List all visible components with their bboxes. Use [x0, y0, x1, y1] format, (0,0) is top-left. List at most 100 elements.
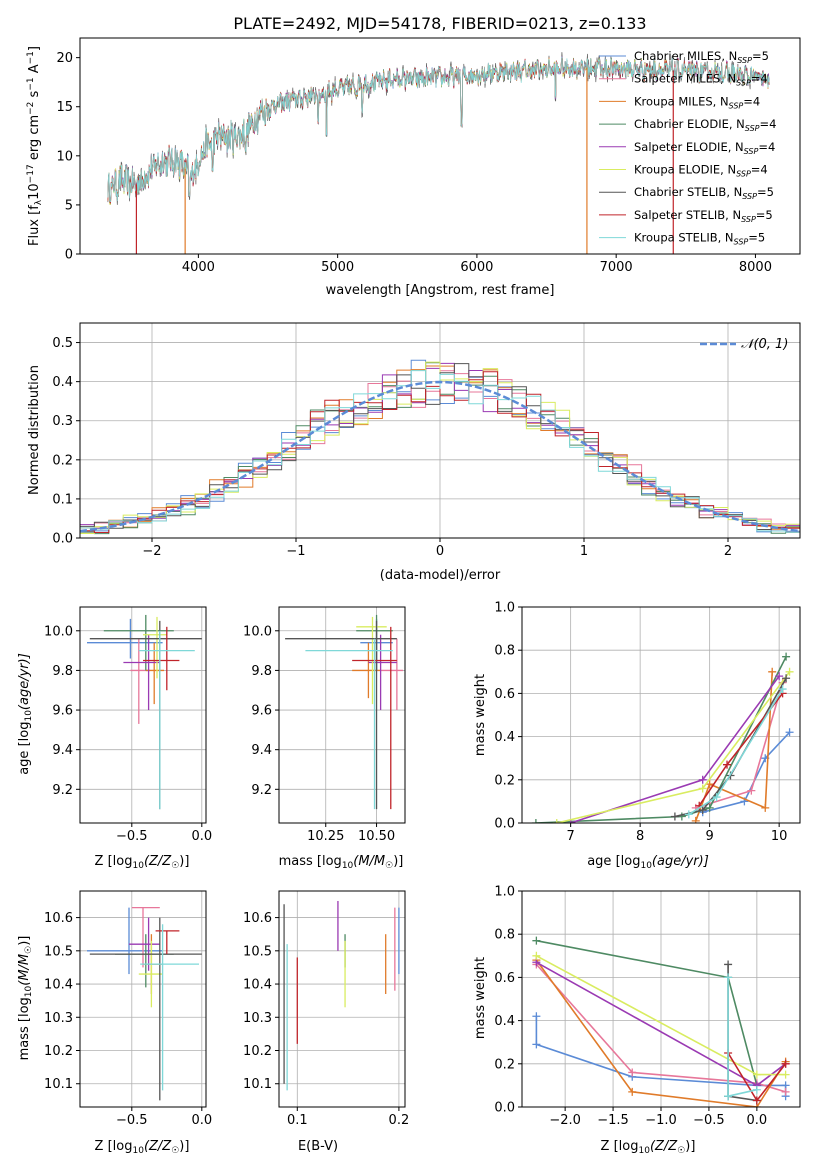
x-tick-label: 0.0: [191, 829, 212, 844]
legend-entry: Chabrier ELODIE, NSSP=4: [634, 117, 776, 133]
mass-weight-marker: [532, 1040, 541, 1049]
y-tick-label: 10.1: [44, 1077, 73, 1092]
mass-ylabel: mass [log10(M/M☉)]: [17, 936, 34, 1061]
age-vs-mass-panel: 10.25 10.50 9.2 9.4 9.6 9.8 10.0: [243, 606, 406, 844]
mass-weight-marker: [691, 816, 700, 823]
mass-weight-line: [535, 959, 787, 1107]
x-tick-label: 1: [580, 544, 588, 559]
legend-label: Chabrier MILES, N: [634, 49, 737, 63]
mass-weight-marker: [781, 1087, 790, 1096]
legend-label: Chabrier ELODIE, N: [634, 117, 745, 131]
y-tick-label: 10.5: [243, 944, 272, 959]
mass-weight-marker: [747, 786, 756, 795]
spectrum-panel: 4000 5000 6000 7000 8000 0 5 10 15 20: [56, 37, 801, 275]
x-tick-label: 9: [706, 829, 714, 844]
mass-weight-marker: [782, 674, 791, 683]
spectrum-xlabel: wavelength [Angstrom, rest frame]: [326, 283, 555, 298]
plot-area: [285, 614, 403, 810]
x-tick-label: 7: [567, 829, 575, 844]
y-tick-label: 10.3: [44, 1011, 73, 1026]
y-tick-label: 9.2: [52, 783, 73, 798]
mass-weight-marker: [698, 806, 707, 815]
mass-weight-marker: [532, 1012, 541, 1021]
axes-frame: [79, 322, 801, 539]
spectrum-title: PLATE=2492, MJD=54178, FIBERID=0213, z=0…: [233, 14, 646, 33]
y-tick-label: 9.4: [251, 743, 272, 758]
legend-sub: SSP: [734, 238, 749, 247]
legend-entry: Salpeter ELODIE, NSSP=4: [634, 140, 775, 156]
y-tick-label: 20: [56, 51, 73, 66]
y-tick-label: 10.2: [243, 1044, 272, 1059]
plot-area: [87, 906, 202, 1101]
residual-histogram-panel: −2 −1 0 1 2 0.0 0.1 0.2 0.3 0.4 0.5: [52, 322, 801, 559]
age-mass-xlabel: mass [log10(M/M☉)]: [279, 854, 404, 871]
mass-weight-marker: [775, 672, 784, 681]
y-tick-label: 10.0: [243, 624, 272, 639]
x-tick-label: 7000: [600, 260, 633, 275]
mass-weight-vs-age-panel: 7 8 9 10 0.0 0.2 0.4 0.6 0.8 1.0: [494, 601, 801, 844]
mass-weight-marker: [782, 652, 791, 661]
y-tick-label: 10: [56, 149, 73, 164]
legend-sub: SSP: [745, 124, 760, 133]
y-tick-label: 9.8: [52, 664, 73, 679]
y-tick-label: 0.4: [494, 1014, 515, 1029]
x-tick-label: 0.0: [191, 1113, 212, 1128]
legend-sub: SSP: [736, 79, 751, 88]
y-tick-label: 10.1: [243, 1077, 272, 1092]
x-tick-label: 10.25: [307, 829, 344, 844]
y-tick-label: 15: [56, 100, 73, 115]
y-tick-label: 5: [65, 198, 73, 213]
legend-sub: SSP: [741, 215, 756, 224]
y-tick-label: 0.2: [494, 1057, 515, 1072]
x-tick-label: −1: [286, 544, 305, 559]
axes-frame: [278, 606, 406, 824]
x-tick-label: −2.0: [549, 1113, 581, 1128]
mass-weight-marker: [677, 812, 686, 821]
legend-suffix: =5: [756, 208, 773, 222]
axes-frame: [79, 890, 207, 1108]
mass-weight-marker: [785, 728, 794, 737]
spectrum-ylabel: Flux [fλ10−17 erg cm−2 s−1 A−1]: [26, 46, 44, 246]
age-z-xlabel: Z [log10(Z/Z☉)]: [95, 854, 190, 871]
histogram-xlabel: (data-model)/error: [380, 568, 501, 583]
mass-vs-metallicity-panel: −0.5 0.0 10.1 10.2 10.3 10.4 10.5 10.6: [44, 890, 212, 1128]
mass-weight-marker: [778, 685, 787, 694]
spectrum-line: [107, 56, 770, 203]
y-tick-label: 9.2: [251, 783, 272, 798]
x-tick-label: −1.0: [645, 1113, 677, 1128]
y-tick-label: 9.8: [251, 664, 272, 679]
legend-label: Kroupa MILES, N: [634, 94, 729, 108]
mass-weight-marker: [752, 1096, 761, 1105]
legend-sub: SSP: [737, 56, 752, 65]
y-tick-label: 0.8: [494, 928, 515, 943]
y-tick-label: 9.6: [251, 704, 272, 719]
y-tick-label: 10.5: [44, 944, 73, 959]
legend-entry: Salpeter MILES, NSSP=4: [634, 72, 768, 88]
legend-entry: Kroupa STELIB, NSSP=5: [634, 231, 765, 247]
x-tick-label: 0.1: [287, 1113, 308, 1128]
legend-label: Kroupa ELODIE, N: [634, 163, 736, 177]
x-tick-label: 2: [724, 544, 732, 559]
x-tick-label: −1.5: [597, 1113, 629, 1128]
mass-vs-reddening-panel: 0.1 0.2 10.1 10.2 10.3 10.4 10.5 10.6: [243, 890, 409, 1128]
axes-frame: [79, 37, 801, 255]
legend-sub: SSP: [729, 101, 744, 110]
x-tick-label: 8: [636, 829, 644, 844]
x-tick-label: 10.50: [358, 829, 395, 844]
mass-weight-marker: [761, 803, 770, 812]
y-tick-label: 10.6: [243, 911, 272, 926]
age-ylabel: age [log10(age/yr)]: [17, 653, 34, 775]
y-tick-label: 10.0: [44, 624, 73, 639]
y-tick-label: 10.4: [243, 978, 272, 993]
axes-frame: [521, 890, 801, 1108]
mass-weight-marker: [752, 1070, 761, 1079]
age-vs-metallicity-panel: −0.5 0.0 9.2 9.4 9.6 9.8 10.0: [44, 606, 212, 844]
y-tick-label: 0.2: [52, 453, 73, 468]
x-tick-label: −0.5: [116, 1113, 148, 1128]
ebv-xlabel: E(B-V): [298, 1139, 338, 1154]
plot-area: [80, 359, 800, 535]
legend-sub: SSP: [744, 147, 759, 156]
y-tick-label: 10.3: [243, 1011, 272, 1026]
mass-weight-line: [535, 963, 786, 1093]
legend-suffix: =4: [743, 94, 760, 108]
